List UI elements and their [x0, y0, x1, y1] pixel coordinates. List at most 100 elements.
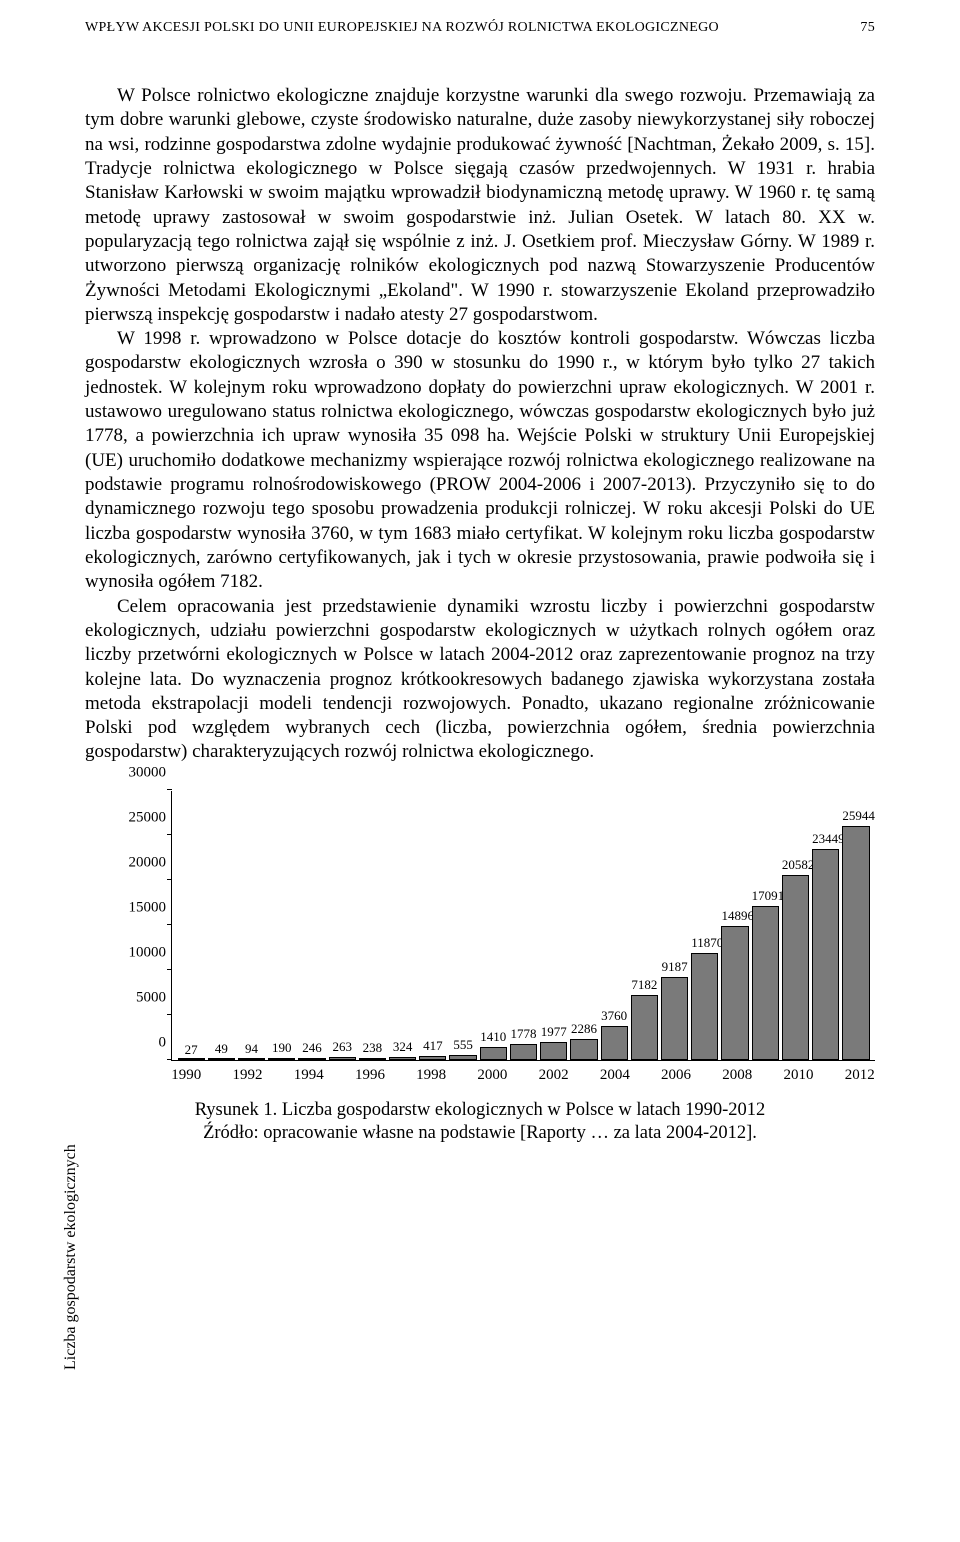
- x-tick-label: 1996: [355, 1067, 385, 1084]
- bar-slot: 14896: [721, 791, 748, 1060]
- x-tick-label: 2000: [477, 1067, 507, 1084]
- bar-value-label: 11870: [691, 935, 718, 951]
- bar: [842, 826, 869, 1059]
- bar-value-label: 555: [449, 1037, 476, 1053]
- bar-slot: 190: [268, 791, 295, 1060]
- bar-value-label: 417: [419, 1038, 446, 1054]
- bar-slot: 3760: [601, 791, 628, 1060]
- x-tick-label: 2010: [783, 1067, 813, 1084]
- bar-slot: 324: [389, 791, 416, 1060]
- paragraph-1: W Polsce rolnictwo ekologiczne znajduje …: [85, 84, 875, 327]
- bar-slot: 2286: [570, 791, 597, 1060]
- bar-value-label: 20582: [782, 857, 809, 873]
- bar: [359, 1058, 386, 1060]
- x-tick-label: 1994: [294, 1067, 324, 1084]
- y-tick-label: 5000: [118, 989, 166, 1006]
- caption-line-1: Rysunek 1. Liczba gospodarstw ekologiczn…: [195, 1100, 766, 1120]
- bar-value-label: 2286: [570, 1021, 597, 1037]
- x-tick-label: 2008: [722, 1067, 752, 1084]
- y-tick-label: 20000: [118, 854, 166, 871]
- figure-1: 0500010000150002000025000300002749941902…: [85, 791, 875, 1145]
- bar-slot: 11870: [691, 791, 718, 1060]
- y-tick-label: 0: [118, 1034, 166, 1051]
- x-tick-label: 1990: [171, 1067, 201, 1084]
- bar-slot: 555: [449, 791, 476, 1060]
- body-text: W Polsce rolnictwo ekologiczne znajduje …: [85, 84, 875, 765]
- bar-value-label: 263: [329, 1039, 356, 1055]
- bar: [329, 1057, 356, 1059]
- paragraph-2: W 1998 r. wprowadzono w Polsce dotacje d…: [85, 327, 875, 594]
- bar: [208, 1058, 235, 1060]
- bar: [570, 1039, 597, 1060]
- bar-slot: 263: [329, 791, 356, 1060]
- bar: [298, 1058, 325, 1060]
- y-tick-label: 15000: [118, 899, 166, 916]
- bar: [449, 1055, 476, 1060]
- bar: [812, 849, 839, 1060]
- bar: [601, 1026, 628, 1060]
- page-number: 75: [835, 20, 875, 36]
- x-tick-label: 2002: [539, 1067, 569, 1084]
- running-header: WPŁYW AKCESJI POLSKI DO UNII EUROPEJSKIE…: [85, 20, 875, 36]
- bar-value-label: 1410: [480, 1029, 507, 1045]
- x-tick-label: 1992: [233, 1067, 263, 1084]
- bar: [419, 1056, 446, 1060]
- bar-slot: 23449: [812, 791, 839, 1060]
- bar-slot: 246: [298, 791, 325, 1060]
- x-tick-label: 2004: [600, 1067, 630, 1084]
- running-title: WPŁYW AKCESJI POLSKI DO UNII EUROPEJSKIE…: [85, 20, 835, 36]
- bar-slot: 25944: [842, 791, 869, 1060]
- bar: [752, 906, 779, 1060]
- y-tick-label: 25000: [118, 809, 166, 826]
- bar-slot: 20582: [782, 791, 809, 1060]
- bar-value-label: 190: [268, 1040, 295, 1056]
- bar: [661, 977, 688, 1060]
- bar-value-label: 17091: [752, 888, 779, 904]
- bar-slot: 94: [238, 791, 265, 1060]
- bar-slot: 49: [208, 791, 235, 1060]
- y-tick-label: 30000: [118, 764, 166, 781]
- bar-value-label: 14896: [721, 908, 748, 924]
- paragraph-3: Celem opracowania jest przedstawienie dy…: [85, 595, 875, 765]
- bar-slot: 417: [419, 791, 446, 1060]
- bar-slot: 1410: [480, 791, 507, 1060]
- x-tick-label: 1998: [416, 1067, 446, 1084]
- bar: [540, 1042, 567, 1060]
- bar: [631, 995, 658, 1060]
- bar-chart: 0500010000150002000025000300002749941902…: [113, 791, 875, 1091]
- figure-caption: Rysunek 1. Liczba gospodarstw ekologiczn…: [85, 1099, 875, 1145]
- bar: [691, 953, 718, 1060]
- bar-value-label: 1778: [510, 1026, 537, 1042]
- bar-value-label: 7182: [631, 977, 658, 993]
- y-axis-label: Liczba gospodarstw ekologicznych: [62, 1144, 80, 1370]
- bar-value-label: 23449: [812, 831, 839, 847]
- bar-value-label: 25944: [842, 808, 869, 824]
- bar: [782, 875, 809, 1060]
- bar: [238, 1058, 265, 1060]
- bar-value-label: 49: [208, 1041, 235, 1057]
- bar-value-label: 94: [238, 1041, 265, 1057]
- bar: [480, 1047, 507, 1060]
- y-tick-label: 10000: [118, 944, 166, 961]
- bar-value-label: 3760: [601, 1008, 628, 1024]
- bar-value-label: 238: [359, 1040, 386, 1056]
- bar-slot: 9187: [661, 791, 688, 1060]
- x-tick-label: 2012: [845, 1067, 875, 1084]
- bar: [510, 1044, 537, 1060]
- bar-slot: 7182: [631, 791, 658, 1060]
- bar-slot: 1778: [510, 791, 537, 1060]
- bar: [721, 926, 748, 1060]
- bar-value-label: 1977: [540, 1024, 567, 1040]
- bar-slot: 1977: [540, 791, 567, 1060]
- bar: [389, 1057, 416, 1060]
- bar: [268, 1058, 295, 1060]
- caption-line-2: Źródło: opracowanie własne na podstawie …: [203, 1123, 757, 1143]
- bar-slot: 238: [359, 791, 386, 1060]
- bar-slot: 17091: [752, 791, 779, 1060]
- bar: [178, 1058, 205, 1060]
- bar-value-label: 324: [389, 1039, 416, 1055]
- x-tick-label: 2006: [661, 1067, 691, 1084]
- bar-value-label: 9187: [661, 959, 688, 975]
- bar-value-label: 246: [298, 1040, 325, 1056]
- bar-slot: 27: [178, 791, 205, 1060]
